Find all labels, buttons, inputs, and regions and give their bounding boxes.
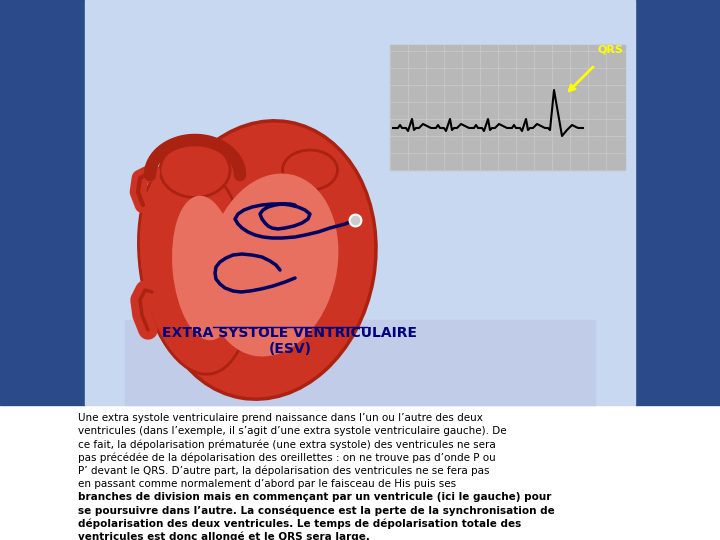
Ellipse shape: [160, 143, 230, 198]
Ellipse shape: [206, 173, 338, 356]
Text: dépolarisation des deux ventricules. Le temps de dépolarisation totale des: dépolarisation des deux ventricules. Le …: [78, 518, 521, 529]
Text: se poursuivre dans l’autre. La conséquence est la perte de la synchronisation de: se poursuivre dans l’autre. La conséquen…: [78, 505, 554, 516]
Ellipse shape: [138, 156, 251, 374]
Text: ventricules (dans l’exemple, il s’agit d’une extra systole ventriculaire gauche): ventricules (dans l’exemple, il s’agit d…: [78, 426, 507, 436]
Bar: [125, 320, 595, 405]
Ellipse shape: [282, 150, 338, 190]
Bar: [390, 45, 625, 170]
Ellipse shape: [154, 121, 376, 399]
Bar: [85, 0, 635, 405]
Ellipse shape: [172, 195, 238, 340]
Text: branches de division mais en commençant par un ventricule (ici le gauche) pour: branches de division mais en commençant …: [78, 492, 552, 502]
Bar: [0, 0, 85, 405]
Text: ce fait, la dépolarisation prématurée (une extra systole) des ventricules ne ser: ce fait, la dépolarisation prématurée (u…: [78, 440, 496, 450]
Text: P’ devant le QRS. D’autre part, la dépolarisation des ventricules ne se fera pas: P’ devant le QRS. D’autre part, la dépol…: [78, 466, 490, 476]
Text: pas précédée de la dépolarisation des oreillettes : on ne trouve pas d’onde P ou: pas précédée de la dépolarisation des or…: [78, 453, 496, 463]
Text: ventricules est donc allongé et le QRS sera large.: ventricules est donc allongé et le QRS s…: [78, 532, 370, 540]
Text: QRS: QRS: [597, 45, 623, 55]
Text: (ESV): (ESV): [269, 342, 312, 356]
Text: en passant comme normalement d’abord par le faisceau de His puis ses: en passant comme normalement d’abord par…: [78, 479, 456, 489]
Bar: [635, 0, 720, 405]
Text: Une extra systole ventriculaire prend naissance dans l’un ou l’autre des deux: Une extra systole ventriculaire prend na…: [78, 413, 483, 423]
Text: EXTRA SYSTOLE VENTRICULAIRE: EXTRA SYSTOLE VENTRICULAIRE: [163, 326, 418, 340]
